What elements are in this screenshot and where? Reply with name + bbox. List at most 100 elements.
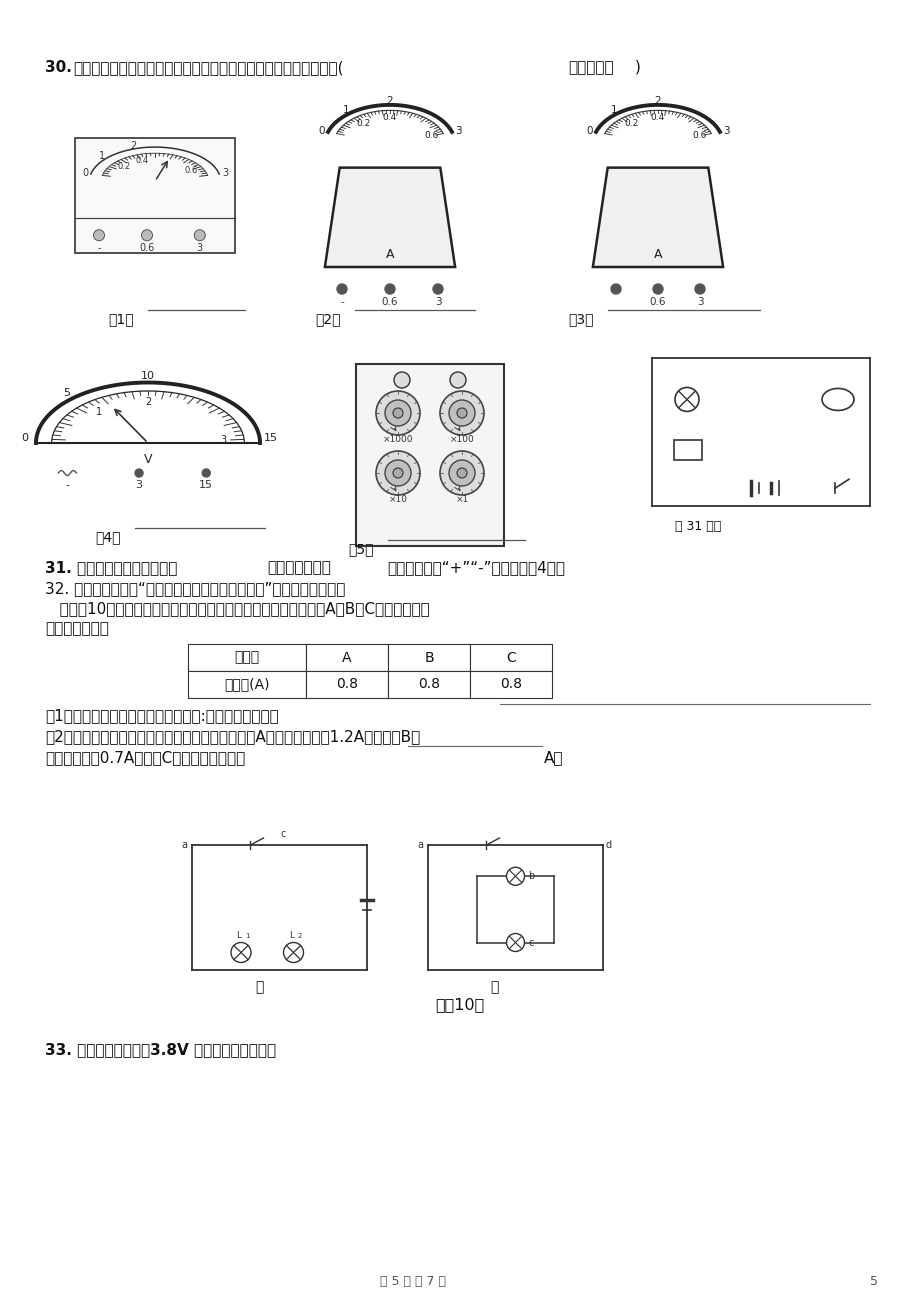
Circle shape [439,450,483,495]
Polygon shape [324,168,455,267]
Text: 0.8: 0.8 [417,677,439,691]
Text: 0: 0 [82,168,88,178]
Text: 第 5 页 八 7 页: 第 5 页 八 7 页 [380,1275,446,1288]
Text: 33. 在测定额定电压为3.8V 小灯泡电阻的实验中: 33. 在测定额定电压为3.8V 小灯泡电阻的实验中 [45,1042,276,1057]
Bar [388,644,470,671]
Text: 电流值(A): 电流值(A) [224,677,269,691]
Text: （1）比较测得的数据可得出的结论是:串联电路中的各处: （1）比较测得的数据可得出的结论是:串联电路中的各处 [45,708,278,723]
Bar [470,671,551,698]
Text: 0.2: 0.2 [356,118,369,128]
Circle shape [457,408,467,418]
Circle shape [506,867,524,885]
Circle shape [194,229,205,241]
Text: ×1: ×1 [455,496,468,504]
Text: 乙: 乙 [490,980,498,993]
Text: 0.2: 0.2 [623,118,638,128]
Bar [470,644,551,671]
Text: -: - [97,243,101,254]
Text: 0: 0 [318,126,324,135]
Text: d: d [606,840,611,850]
Ellipse shape [821,388,853,410]
Text: A: A [385,249,394,262]
Text: 0.4: 0.4 [135,156,149,165]
Text: 0.6: 0.6 [185,165,198,174]
Circle shape [393,372,410,388]
Circle shape [433,284,443,294]
Polygon shape [592,168,722,267]
Text: 0.2: 0.2 [117,163,130,171]
Text: V: V [143,453,152,466]
Text: 0.6: 0.6 [649,297,665,307]
Text: -: - [340,297,344,307]
Text: 3: 3 [135,480,142,490]
Text: 并标出相应的“+”“-”接线柱。（4分）: 并标出相应的“+”“-”接线柱。（4分） [387,560,564,575]
Text: 0.4: 0.4 [382,113,397,122]
Text: A: A [653,249,662,262]
Circle shape [694,284,704,294]
Circle shape [384,460,411,486]
Circle shape [392,467,403,478]
Bar [187,644,306,671]
Text: 0.6: 0.6 [692,132,706,141]
Text: 1: 1 [96,408,102,418]
Text: 下的记录数据：: 下的记录数据： [45,621,108,635]
Text: 3: 3 [454,126,461,135]
Text: 0.6: 0.6 [139,243,154,254]
Text: 1: 1 [98,151,105,161]
Circle shape [439,391,483,435]
Circle shape [384,400,411,426]
Text: 2: 2 [386,96,393,105]
Text: C: C [505,651,516,664]
Circle shape [135,469,142,477]
Text: 甲: 甲 [255,980,263,993]
Text: 3: 3 [434,297,441,307]
Text: 15: 15 [264,434,278,444]
Circle shape [94,229,105,241]
Text: 2: 2 [130,141,136,151]
Text: 15: 15 [199,480,213,490]
Text: ×100: ×100 [449,435,474,444]
Text: A: A [342,651,351,664]
Text: -: - [65,480,69,490]
Text: 0.8: 0.8 [499,677,521,691]
Bar [306,644,388,671]
Text: b: b [528,871,534,881]
Circle shape [457,467,467,478]
Text: 30.: 30. [45,60,77,76]
Text: 0.6: 0.6 [424,132,438,141]
Text: 5: 5 [869,1275,877,1288]
Text: ×1000: ×1000 [382,435,413,444]
Text: 5: 5 [63,388,71,398]
Text: 0: 0 [586,126,593,135]
Text: c: c [280,829,286,838]
Text: 31. 如图所示的电路图中填入: 31. 如图所示的电路图中填入 [45,560,177,575]
Text: 10: 10 [141,371,154,381]
Text: B: B [424,651,434,664]
Bar [388,671,470,698]
Circle shape [449,372,466,388]
Circle shape [610,284,620,294]
Circle shape [448,460,474,486]
Text: c: c [528,937,533,948]
Text: （4）: （4） [95,530,120,544]
Circle shape [376,391,420,435]
Circle shape [448,400,474,426]
Bar [306,671,388,698]
Circle shape [392,408,403,418]
Text: a: a [416,840,423,850]
Text: 3: 3 [696,297,702,307]
Circle shape [376,450,420,495]
Text: 1: 1 [610,105,617,115]
Circle shape [506,934,524,952]
Bar [75,138,234,253]
Text: 测量处: 测量处 [234,651,259,664]
Text: 测得的电流为0.7A，则在C处测得的电流值为: 测得的电流为0.7A，则在C处测得的电流值为 [45,750,245,766]
Text: 2: 2 [297,934,301,940]
Circle shape [202,469,210,477]
Circle shape [231,943,251,962]
Text: 1: 1 [342,105,349,115]
Text: （1）: （1） [108,312,133,326]
Text: 第 31 题图: 第 31 题图 [675,519,720,533]
Text: ): ) [634,60,641,76]
Text: （2）她在测并联电路的电流时，如图乙所示，若在A处测得的电流为1.2A，然后在B处: （2）她在测并联电路的电流时，如图乙所示，若在A处测得的电流为1.2A，然后在B… [45,729,420,743]
